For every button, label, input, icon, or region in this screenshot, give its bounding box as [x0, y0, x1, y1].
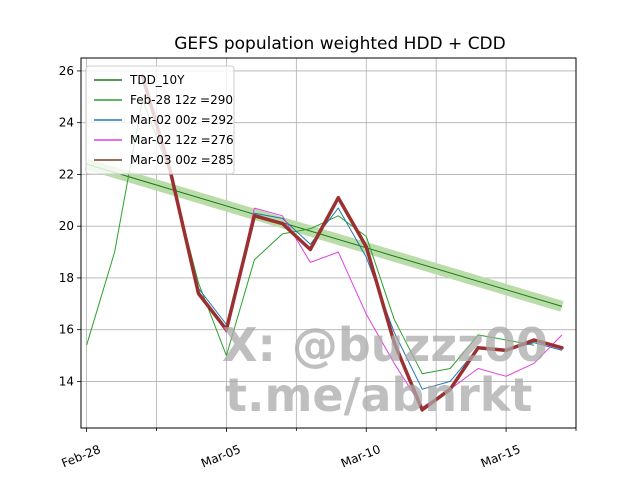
series-line — [86, 163, 563, 307]
y-tick-label: 16 — [59, 323, 74, 337]
watermark-line-2: t.me/abnrkt — [225, 368, 532, 422]
watermark-line-1: X: @buzzz00 — [222, 318, 548, 372]
legend-label: Mar-03 00z =285 — [130, 153, 234, 167]
y-tick-label: 24 — [59, 116, 74, 130]
y-tick-label: 14 — [59, 374, 74, 388]
legend-box — [85, 65, 235, 175]
y-tick-label: 18 — [59, 271, 74, 285]
highlight-line — [140, 74, 564, 412]
plot-frame — [80, 57, 577, 429]
legend-label: Mar-02 00z =292 — [130, 113, 234, 127]
legend-label: Feb-28 12z =290 — [130, 93, 233, 107]
y-tick-label: 22 — [59, 167, 74, 181]
legend: TDD_10Y Feb-28 12z =290 Mar-02 00z =292 Mar… — [85, 65, 235, 175]
chart-title: GEFS population weighted HDD + CDD — [174, 34, 506, 54]
highlight-layer — [140, 74, 564, 412]
legend-label: TDD_10Y — [129, 73, 185, 87]
legend-label: Mar-02 12z =276 — [130, 133, 234, 147]
y-tick-label: 26 — [59, 64, 74, 78]
watermark: X: @buzzz00 t.me/abnrkt — [222, 318, 548, 422]
y-tick-label: 20 — [59, 219, 74, 233]
